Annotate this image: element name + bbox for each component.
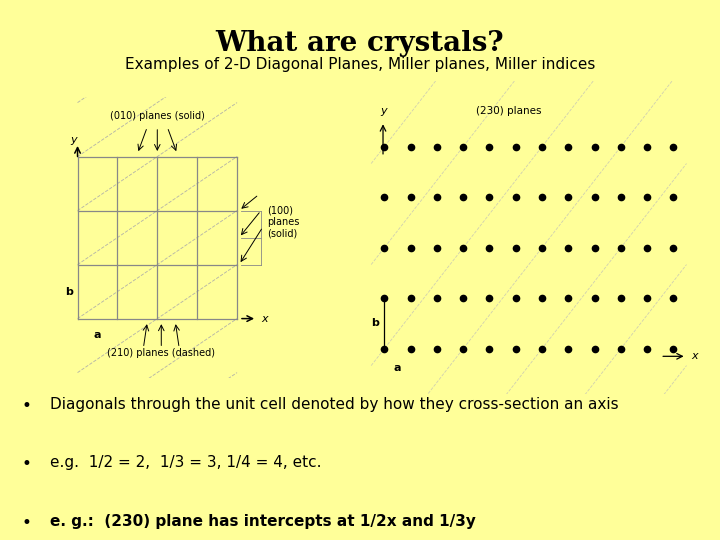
Text: •: • — [22, 397, 32, 415]
Text: What are crystals?: What are crystals? — [216, 30, 504, 57]
Text: b: b — [372, 319, 379, 328]
Text: y: y — [71, 136, 77, 145]
Text: x: x — [261, 314, 268, 323]
Text: (210) planes (dashed): (210) planes (dashed) — [107, 348, 215, 359]
Text: e. g.:  (230) plane has intercepts at 1/2x and 1/3y: e. g.: (230) plane has intercepts at 1/2… — [50, 514, 476, 529]
Text: a: a — [394, 363, 401, 374]
Text: Diagonals through the unit cell denoted by how they cross-section an axis: Diagonals through the unit cell denoted … — [50, 397, 619, 412]
Text: (010) planes (solid): (010) planes (solid) — [110, 111, 204, 121]
Text: (230) planes: (230) planes — [477, 106, 542, 116]
Text: x: x — [692, 352, 698, 361]
Text: b: b — [66, 287, 73, 296]
Text: (100)
planes
(solid): (100) planes (solid) — [267, 205, 300, 238]
Text: Examples of 2-D Diagonal Planes, Miller planes, Miller indices: Examples of 2-D Diagonal Planes, Miller … — [125, 57, 595, 72]
Text: •: • — [22, 455, 32, 473]
Text: a: a — [94, 329, 102, 340]
Text: y: y — [380, 106, 387, 116]
Text: e.g.  1/2 = 2,  1/3 = 3, 1/4 = 4, etc.: e.g. 1/2 = 2, 1/3 = 3, 1/4 = 4, etc. — [50, 455, 322, 470]
Text: •: • — [22, 514, 32, 531]
